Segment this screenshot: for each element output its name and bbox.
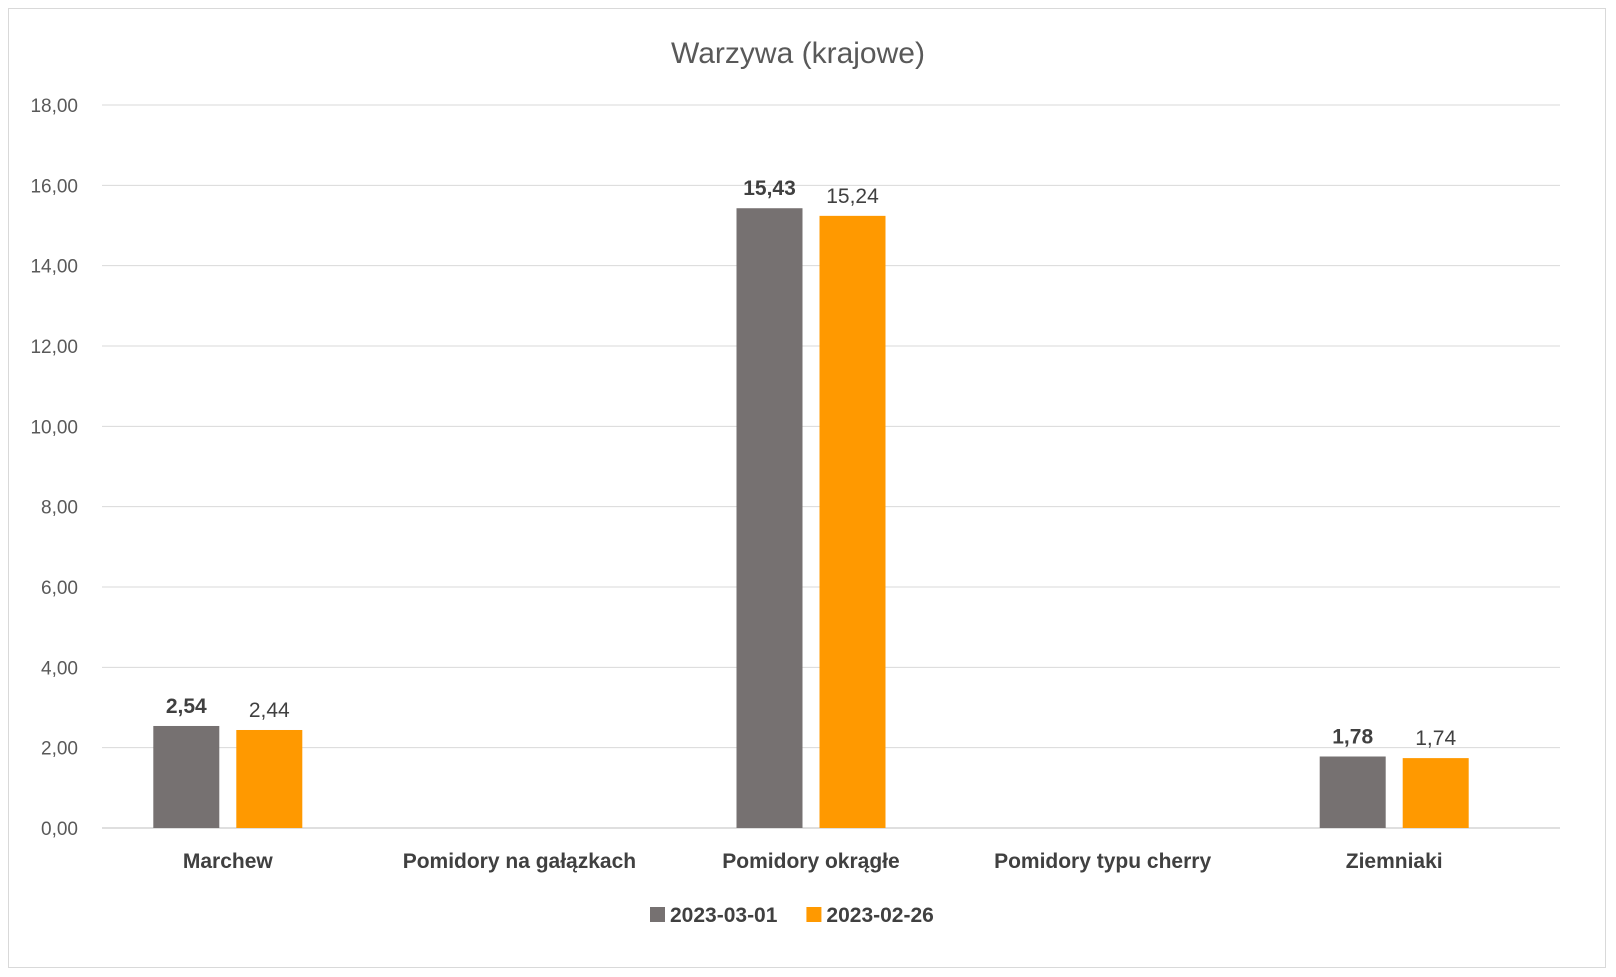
data-label: 2,44 (249, 699, 290, 722)
data-label: 2,54 (166, 695, 207, 718)
y-tick-label: 0,00 (41, 819, 78, 840)
bar (1319, 756, 1386, 828)
y-tick-label: 6,00 (41, 578, 78, 599)
x-category-label: Pomidory okrągłe (722, 850, 899, 873)
y-tick-label: 14,00 (30, 257, 78, 278)
data-label: 15,43 (743, 177, 796, 200)
chart-title: Warzywa (krajowe) (671, 37, 925, 70)
y-tick-label: 12,00 (30, 337, 78, 358)
data-labels: 2,54 2,44 15,43 15,24 1,78 1,74 (166, 177, 1457, 750)
legend: 2023-03-01 2023-02-26 (650, 904, 934, 927)
gridlines (102, 104, 1560, 829)
y-tick-label: 18,00 (30, 96, 78, 117)
x-category-label: Marchew (183, 850, 274, 873)
bar (819, 215, 886, 829)
data-label: 1,74 (1415, 727, 1456, 750)
y-tick-label: 10,00 (30, 417, 78, 438)
bar (236, 729, 303, 828)
legend-swatch (650, 907, 665, 922)
bar (153, 725, 220, 828)
x-axis-categories: Marchew Pomidory na gałązkach Pomidory okr… (183, 850, 1443, 873)
bars (153, 208, 1469, 829)
y-tick-label: 2,00 (41, 739, 78, 760)
data-label: 1,78 (1332, 726, 1373, 749)
x-category-label: Pomidory typu cherry (994, 850, 1211, 873)
x-category-label: Pomidory na gałązkach (403, 850, 636, 873)
x-category-label: Ziemniaki (1346, 850, 1443, 873)
y-tick-label: 16,00 (30, 176, 78, 197)
y-axis-ticks: 0,00 2,00 4,00 6,00 8,00 10,00 12,00 14,00 16,00… (30, 96, 78, 840)
data-label: 15,24 (826, 185, 879, 208)
legend-label: 2023-03-01 (670, 904, 778, 927)
legend-swatch (806, 907, 822, 922)
bar (1402, 758, 1469, 828)
bar (736, 208, 803, 828)
legend-label: 2023-02-26 (826, 904, 933, 927)
y-tick-label: 8,00 (41, 498, 78, 519)
y-tick-label: 4,00 (41, 658, 78, 679)
